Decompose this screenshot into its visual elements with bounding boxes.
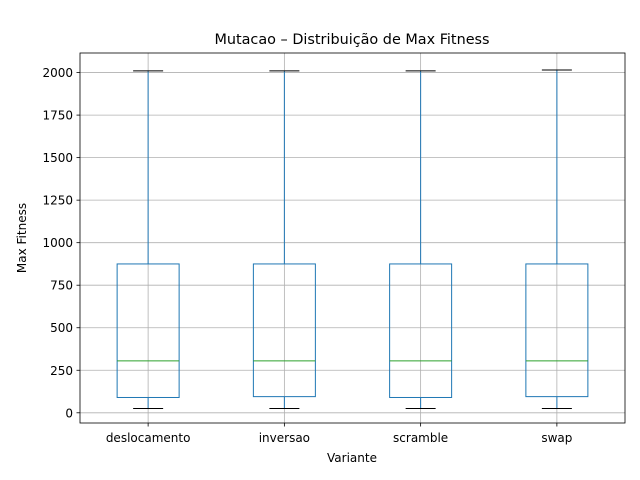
y-tick-label: 1750 — [42, 109, 73, 123]
x-tick-label: scramble — [393, 431, 448, 445]
x-tick-label: deslocamento — [106, 431, 191, 445]
x-tick-label: inversao — [259, 431, 310, 445]
y-tick-label: 2000 — [42, 66, 73, 80]
iqr-box — [389, 263, 453, 398]
y-tick-label: 1000 — [42, 236, 73, 250]
box-series — [116, 69, 589, 410]
box-inversao — [252, 70, 316, 410]
y-tick-label: 500 — [50, 321, 73, 335]
x-axis: deslocamento inversao scramble swap — [106, 423, 572, 445]
y-tick-label: 0 — [65, 406, 73, 420]
iqr-box — [252, 263, 316, 398]
iqr-box — [116, 263, 180, 398]
y-axis: 0 250 500 750 1000 1250 1500 1750 2000 — [42, 66, 80, 420]
iqr-box — [525, 263, 589, 398]
box-deslocamento — [116, 70, 180, 410]
y-axis-label: Max Fitness — [15, 203, 29, 273]
box-swap — [525, 69, 589, 410]
y-tick-label: 250 — [50, 364, 73, 378]
box-scramble — [389, 70, 453, 410]
x-axis-label: Variante — [327, 451, 377, 465]
x-tick-label: swap — [541, 431, 572, 445]
plot-frame — [79, 52, 626, 424]
y-tick-label: 1500 — [42, 151, 73, 165]
grid-lines — [80, 53, 625, 423]
y-tick-label: 1250 — [42, 194, 73, 208]
y-tick-label: 750 — [50, 279, 73, 293]
chart-title: Mutacao – Distribuição de Max Fitness — [214, 32, 489, 48]
